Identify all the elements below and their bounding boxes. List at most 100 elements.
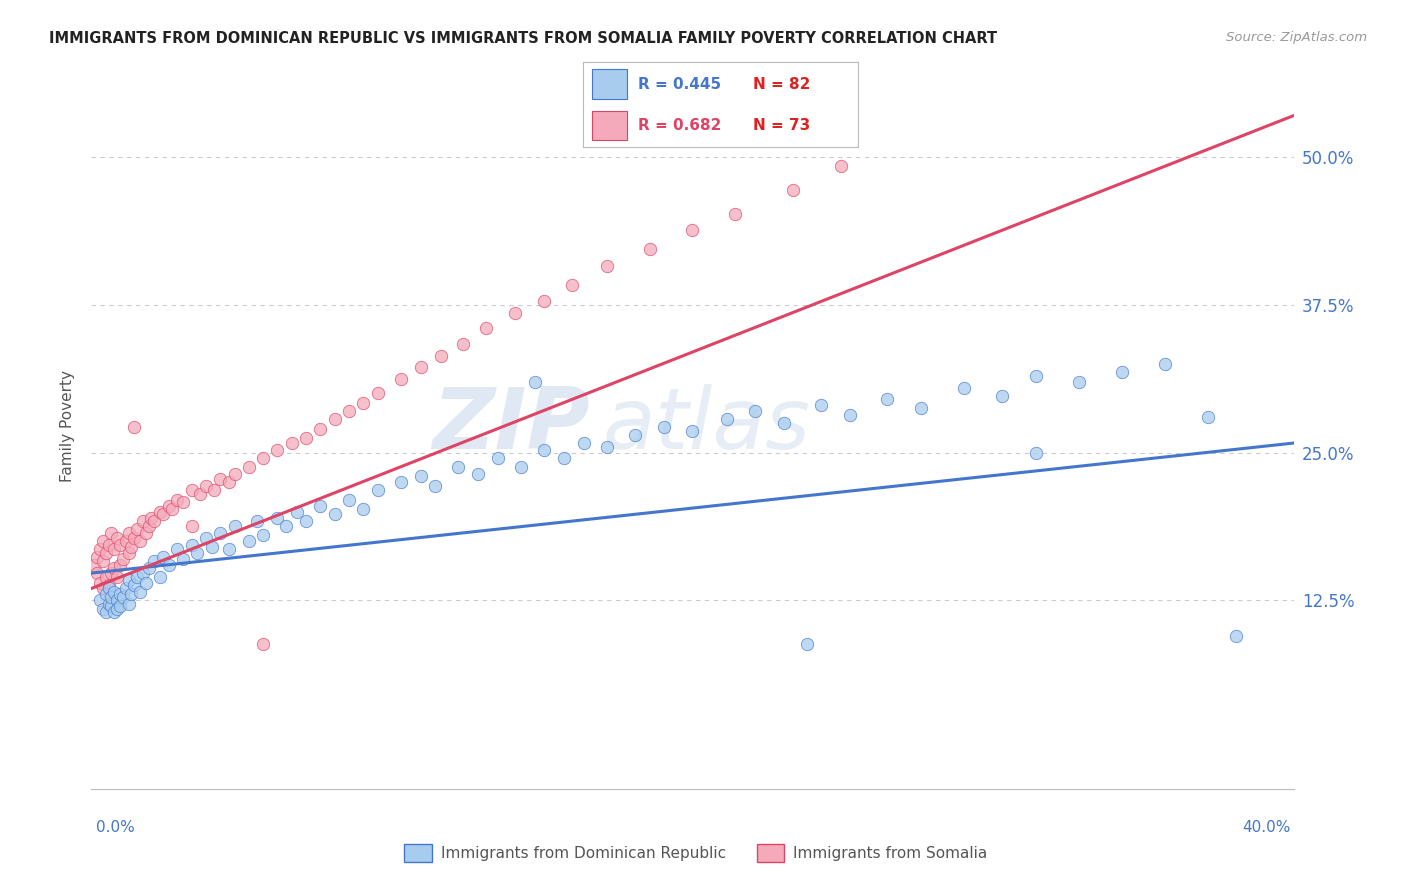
Point [352,502,374,516]
Point [94,569,117,583]
Point [103,561,125,575]
Point [1197,410,1219,425]
Point [129,534,152,549]
Point [194,531,217,545]
Text: 0.0%: 0.0% [96,821,135,835]
Point [186,546,208,560]
Point [595,259,617,273]
Point [467,467,489,481]
Point [105,601,128,615]
Point [876,392,898,407]
Point [132,514,155,528]
Point [309,422,332,436]
Point [367,386,389,401]
Point [1153,357,1175,371]
Point [121,540,143,554]
Point [111,590,134,604]
Point [97,597,120,611]
Point [238,534,260,549]
Point [595,440,617,454]
Point [114,582,136,596]
Point [224,467,246,481]
Bar [592,70,627,99]
Point [141,510,163,524]
Point [352,396,374,410]
Point [681,223,703,237]
Point [149,505,172,519]
Point [91,534,114,549]
Point [209,471,232,485]
Text: Source: ZipAtlas.com: Source: ZipAtlas.com [1226,31,1367,45]
Point [180,483,202,498]
Point [172,552,194,566]
Point [91,582,114,596]
Point [143,514,166,528]
Point [124,578,146,592]
Point [201,540,224,554]
Point [624,427,647,442]
Point [91,601,114,615]
Point [533,443,555,458]
Point [447,459,470,474]
Point [295,431,318,445]
Point [810,398,832,412]
Text: R = 0.445: R = 0.445 [638,77,721,92]
Point [337,492,360,507]
Point [224,518,246,533]
Point [652,419,675,434]
Point [681,424,703,438]
Point [246,514,269,528]
Point [103,585,125,599]
Point [252,528,274,542]
Point [100,566,122,580]
Point [281,436,304,450]
Legend: Immigrants from Dominican Republic, Immigrants from Somalia: Immigrants from Dominican Republic, Immi… [398,838,994,868]
Point [117,525,139,540]
Text: N = 73: N = 73 [754,118,811,133]
Point [132,566,155,580]
Point [97,582,120,596]
Point [1111,365,1133,379]
Point [127,569,149,583]
Point [389,475,412,489]
Point [108,558,131,572]
Point [990,389,1012,403]
Point [830,160,852,174]
Point [796,637,818,651]
Point [103,605,125,619]
Point [166,492,188,507]
Point [337,404,360,418]
Point [105,531,128,545]
Point [389,372,412,386]
Point [89,575,111,590]
Point [1025,445,1047,459]
Point [503,306,526,320]
Point [86,566,108,580]
Point [638,242,661,256]
Point [218,475,240,489]
Point [117,546,139,560]
Point [127,522,149,536]
Text: IMMIGRANTS FROM DOMINICAN REPUBLIC VS IMMIGRANTS FROM SOMALIA FAMILY POVERTY COR: IMMIGRANTS FROM DOMINICAN REPUBLIC VS IM… [49,31,997,46]
Point [86,549,108,564]
Point [89,593,111,607]
Point [194,478,217,492]
Point [204,483,226,498]
Point [117,597,139,611]
Point [129,585,152,599]
Point [773,416,796,430]
Point [108,587,131,601]
Point [274,518,297,533]
Point [157,558,180,572]
Point [409,360,432,375]
Point [160,502,183,516]
Point [172,495,194,509]
Point [486,451,509,466]
Point [100,590,122,604]
Point [111,552,134,566]
Point [252,451,274,466]
Point [135,525,157,540]
Point [166,542,188,557]
Point [218,542,240,557]
Point [157,499,180,513]
